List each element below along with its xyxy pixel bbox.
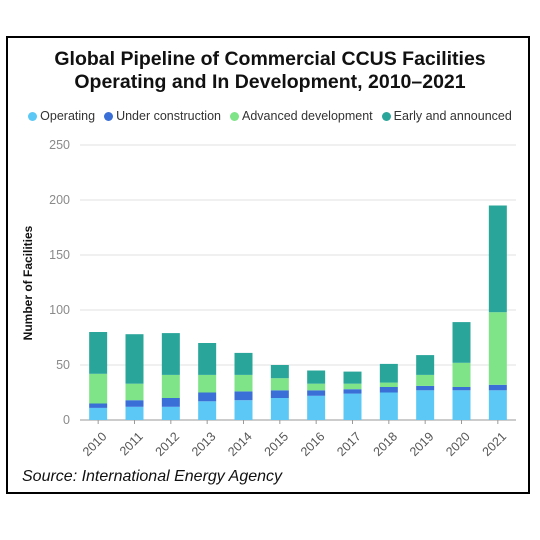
bar-segment xyxy=(452,387,471,391)
bar-segment xyxy=(452,362,471,387)
chart-title: Global Pipeline of Commercial CCUS Facil… xyxy=(0,48,540,94)
bar-segment xyxy=(416,355,435,375)
bar-segment xyxy=(488,312,507,385)
bar-segment xyxy=(416,374,435,386)
x-tick-label: 2020 xyxy=(443,429,473,459)
bar-segment xyxy=(343,371,362,384)
x-tick-label: 2019 xyxy=(407,429,437,459)
legend-label: Early and announced xyxy=(393,109,512,123)
y-axis-label: Number of Facilities xyxy=(21,225,35,340)
bar-segment xyxy=(488,384,507,391)
x-tick-label: 2013 xyxy=(189,429,219,459)
bar-segment xyxy=(234,400,253,420)
bar-segment xyxy=(125,334,144,384)
source-note: Source: International Energy Agency xyxy=(22,468,283,485)
bar-segment xyxy=(379,392,398,420)
y-tick-label: 0 xyxy=(63,413,70,427)
y-tick-label: 100 xyxy=(49,303,70,317)
bar-segment xyxy=(416,390,435,420)
bar-segment xyxy=(89,407,108,420)
bar-segment xyxy=(307,383,326,391)
bar-segment xyxy=(161,374,180,398)
bar-segment xyxy=(198,392,217,402)
bar-segment xyxy=(488,205,507,313)
y-tick-label: 250 xyxy=(49,138,70,152)
bar-segment xyxy=(270,398,289,420)
bar-segment xyxy=(379,387,398,393)
x-tick-label: 2010 xyxy=(80,429,110,459)
bar-segment xyxy=(270,365,289,379)
x-tick-label: 2015 xyxy=(262,429,292,459)
bar-segment xyxy=(379,382,398,387)
legend-item: Early and announced xyxy=(381,109,512,123)
legend-item: Under construction xyxy=(104,109,221,123)
bar-segment xyxy=(125,400,144,407)
bar-segment xyxy=(125,406,144,420)
bar-segment xyxy=(379,363,398,383)
bar-segment xyxy=(161,398,180,407)
bar-segment xyxy=(270,390,289,398)
legend-item: Operating xyxy=(28,109,95,123)
bar-segment xyxy=(234,391,253,401)
bar-segment xyxy=(307,395,326,420)
bar-segment xyxy=(307,390,326,396)
x-tick-label: 2011 xyxy=(117,429,146,458)
y-tick-label: 200 xyxy=(49,193,70,207)
bar-segment xyxy=(198,343,217,375)
x-tick-label: 2017 xyxy=(334,429,364,459)
y-tick-label: 50 xyxy=(56,358,70,372)
bar-segment xyxy=(343,383,362,390)
bar-segment xyxy=(452,322,471,363)
bar-segment xyxy=(89,332,108,374)
legend-label: Under construction xyxy=(116,109,221,123)
bar-segment xyxy=(125,383,144,401)
bar-segment xyxy=(198,401,217,420)
bar-segment xyxy=(270,378,289,391)
x-tick-label: 2012 xyxy=(153,429,183,459)
bar-segment xyxy=(89,403,108,408)
x-tick-label: 2014 xyxy=(225,429,255,459)
y-tick-label: 150 xyxy=(49,248,70,262)
legend-item: Advanced development xyxy=(230,109,373,123)
x-tick-label: 2018 xyxy=(371,429,401,459)
title-line-1: Global Pipeline of Commercial CCUS Facil… xyxy=(54,48,486,70)
legend: Operating Under construction Advanced deve… xyxy=(0,109,540,123)
legend-swatch xyxy=(230,111,239,121)
bar-segment xyxy=(89,373,108,404)
legend-label: Advanced development xyxy=(242,109,373,123)
bar-segment xyxy=(234,352,253,375)
bar-segment xyxy=(488,390,507,420)
bar-segment xyxy=(416,385,435,391)
x-tick-label: 2016 xyxy=(298,429,328,459)
x-tick-label: 2021 xyxy=(480,429,510,459)
bar-segment xyxy=(307,370,326,384)
legend-label: Operating xyxy=(40,109,96,123)
bar-segment xyxy=(234,374,253,392)
bar-segment xyxy=(343,393,362,420)
bar-segment xyxy=(161,406,180,420)
bar-segment xyxy=(198,374,217,393)
bar-segment xyxy=(343,389,362,394)
title-line-2: Operating and In Development, 2010–2021 xyxy=(74,71,466,93)
legend-swatch xyxy=(104,111,114,121)
bar-segment xyxy=(161,333,180,375)
legend-swatch xyxy=(28,111,38,121)
bar-segment xyxy=(452,390,471,420)
legend-swatch xyxy=(381,111,391,121)
